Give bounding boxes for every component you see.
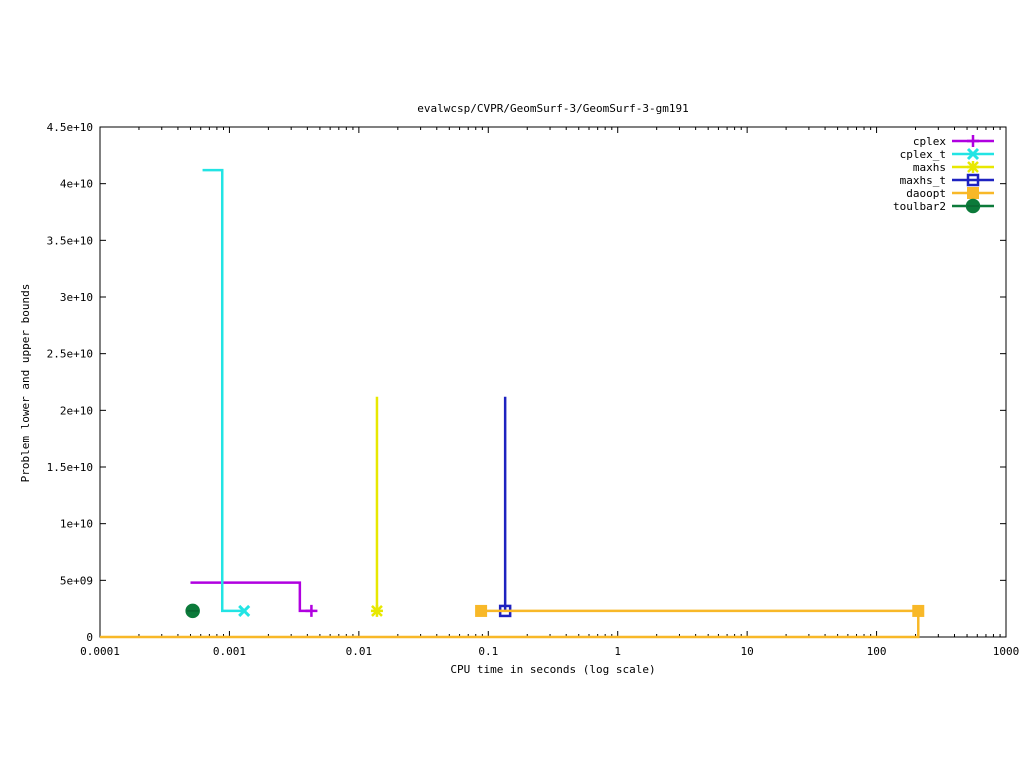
x-tick-label: 0.0001 [80, 645, 120, 658]
plot-area: 0 5e+09 1e+10 1.5e+10 2e+10 2.5e+10 3e+10 3.5e+… [47, 121, 1020, 658]
y-tick-label: 5e+09 [60, 574, 93, 587]
legend-label-maxhs: maxhs [913, 161, 946, 174]
plot-frame [99, 126, 1007, 638]
legend-label-toulbar2: toulbar2 [893, 200, 946, 213]
y-tick-label: 4.5e+10 [47, 121, 93, 134]
y-tick-label: 1.5e+10 [47, 461, 93, 474]
legend-marker-toulbar2 [965, 198, 981, 214]
y-tick-label: 2.5e+10 [47, 348, 93, 361]
x-axis-label: CPU time in seconds (log scale) [450, 663, 655, 676]
cross-marker-shape [238, 604, 251, 617]
legend-marker-cplex [967, 135, 979, 147]
legend-label-maxhs-t: maxhs_t [900, 174, 946, 187]
daoopt-data-point [912, 604, 925, 617]
toulbar2-data-point [185, 603, 200, 619]
filled-square-marker-shape [912, 604, 925, 617]
x-tick-label: 0.01 [346, 645, 373, 658]
x-tick-label: 0.001 [213, 645, 246, 658]
legend-marker-daoopt [967, 187, 979, 199]
y-tick-label: 4e+10 [60, 178, 93, 191]
daoopt-lower-bound-line [100, 610, 920, 639]
legend-label-cplex: cplex [913, 135, 946, 148]
cplex-series-line [190, 581, 312, 613]
filled-square-marker-shape [475, 604, 488, 617]
star-marker-shape [370, 604, 383, 617]
plus-marker-shape [967, 135, 979, 147]
legend-label-daoopt: daoopt [906, 187, 946, 200]
legend-marker-cplex-t [966, 147, 980, 161]
y-tick-label: 3e+10 [60, 291, 93, 304]
cplex-data-point [305, 604, 318, 617]
x-tick-label: 100 [867, 645, 887, 658]
daoopt-data-point [475, 604, 488, 617]
cross-marker-shape [966, 147, 980, 161]
x-tick-label: 1000 [993, 645, 1020, 658]
square-marker-shape [966, 173, 980, 187]
legend-marker-maxhs [967, 161, 979, 173]
legend-marker-maxhs-t [966, 173, 980, 187]
y-tick-label: 2e+10 [60, 404, 93, 417]
y-axis-label: Problem lower and upper bounds [19, 284, 32, 483]
maxhs-data-point [370, 604, 383, 617]
filled-square-marker-shape [967, 187, 979, 199]
x-tick-label: 0.1 [478, 645, 498, 658]
plus-marker-shape [305, 604, 318, 617]
cplex-t-data-point [238, 604, 251, 617]
y-tick-label: 1e+10 [60, 518, 93, 531]
chart-title: evalwcsp/CVPR/GeomSurf-3/GeomSurf-3-gm19… [417, 102, 689, 115]
legend-label-cplex-t: cplex_t [900, 148, 946, 161]
x-tick-label: 10 [741, 645, 754, 658]
star-marker-shape [967, 161, 979, 173]
cplex-t-series-line [202, 168, 245, 613]
x-tick-label: 1 [614, 645, 621, 658]
y-tick-label: 0 [86, 631, 93, 644]
y-tick-label: 3.5e+10 [47, 234, 93, 247]
